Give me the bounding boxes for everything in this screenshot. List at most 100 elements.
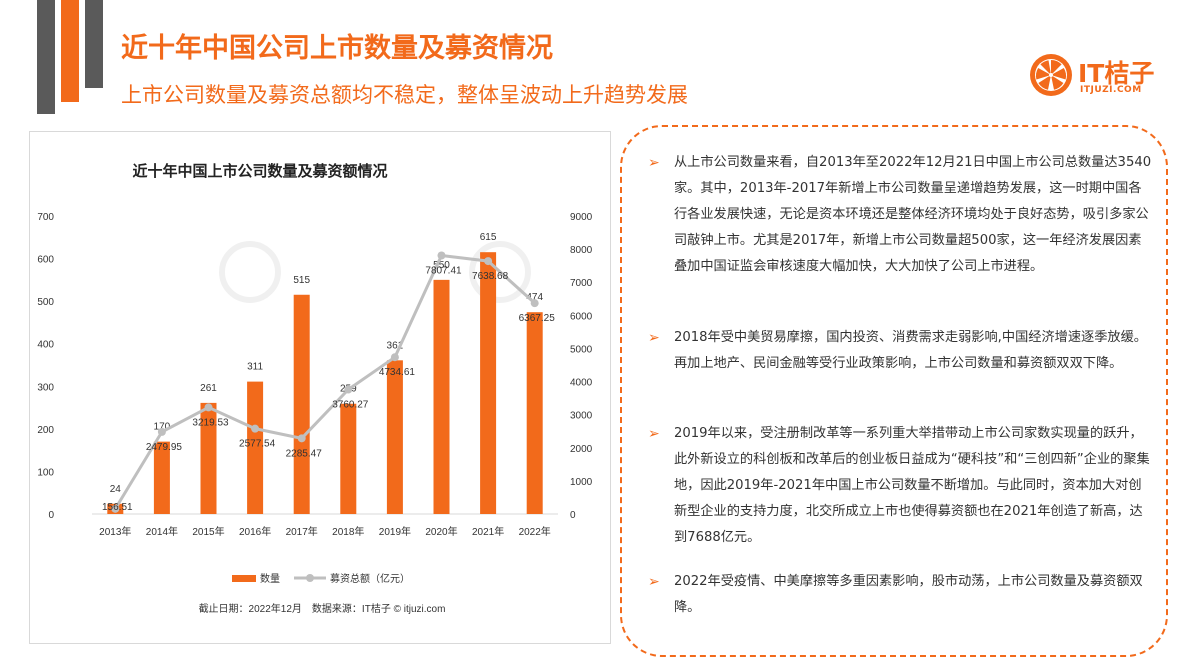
line-point bbox=[530, 299, 539, 308]
bullet-text: 2022年受疫情、中美摩擦等多重因素影响，股市动荡，上市公司数量及募资额双降。 bbox=[674, 574, 1143, 615]
bar-data-label: 311 bbox=[247, 362, 263, 373]
bar bbox=[153, 441, 170, 514]
y-right-tick-label: 5000 bbox=[570, 344, 593, 355]
bar-data-label: 615 bbox=[480, 232, 497, 243]
bar bbox=[247, 381, 264, 514]
page-subtitle: 上市公司数量及募资总额均不稳定，整体呈波动上升趋势发展 bbox=[121, 83, 688, 107]
chart-title: 近十年中国上市公司数量及募资额情况 bbox=[132, 162, 387, 180]
x-tick-label: 2022年 bbox=[519, 525, 551, 538]
logo-name: IT桔子 bbox=[1078, 59, 1155, 88]
line-point bbox=[251, 424, 260, 433]
x-tick-label: 2019年 bbox=[379, 525, 411, 538]
line-point bbox=[390, 353, 399, 362]
legend-swatch-marker bbox=[306, 574, 314, 582]
legend-label: 募资总额（亿元） bbox=[330, 572, 410, 585]
x-tick-label: 2015年 bbox=[192, 525, 224, 538]
bar bbox=[340, 403, 357, 514]
line-data-label: 2479.95 bbox=[146, 442, 183, 453]
arrow-icon: ➢ bbox=[648, 330, 660, 346]
bullet-item: ➢ 2019年以来，受注册制改革等一系列重大举措带动上市公司家数实现量的跃升，此… bbox=[648, 421, 1153, 551]
bar-data-label: 170 bbox=[154, 422, 171, 433]
y-left-tick-label: 0 bbox=[48, 510, 54, 521]
arrow-icon: ➢ bbox=[648, 574, 660, 590]
line-data-label: 7807.41 bbox=[425, 265, 462, 276]
bar bbox=[200, 402, 217, 514]
y-left-tick-label: 300 bbox=[37, 382, 54, 393]
legend-label: 数量 bbox=[260, 572, 280, 585]
line-point bbox=[157, 427, 166, 436]
bullet-item: ➢ 从上市公司数量来看，自2013年至2022年12月21日中国上市公司总数量达… bbox=[648, 150, 1153, 280]
header-decor-bar-2 bbox=[61, 0, 79, 102]
line-point bbox=[344, 385, 353, 394]
x-axis: 2013年 2014年 2015年 2016年 2017年 2018年 2019年 2020年… bbox=[99, 525, 551, 538]
x-tick-label: 2018年 bbox=[332, 525, 364, 538]
bullet-text: 从上市公司数量来看，自2013年至2022年12月21日中国上市公司总数量达35… bbox=[674, 155, 1152, 274]
y-right-axis: 0 1000 2000 3000 4000 5000 6000 7000 8000 9000 bbox=[570, 212, 593, 521]
y-right-tick-label: 1000 bbox=[570, 477, 593, 488]
y-right-tick-label: 8000 bbox=[570, 245, 593, 256]
itjuzi-logo: IT桔子 ITJUZI.COM bbox=[1028, 52, 1168, 100]
y-left-tick-label: 600 bbox=[37, 255, 54, 266]
bar-data-label: 361 bbox=[387, 340, 404, 351]
y-right-tick-label: 4000 bbox=[570, 378, 593, 389]
y-right-tick-label: 0 bbox=[570, 510, 576, 521]
line-data-label: 2577.54 bbox=[239, 439, 276, 450]
y-left-tick-label: 500 bbox=[37, 297, 54, 308]
x-tick-label: 2013年 bbox=[99, 525, 131, 538]
line-data-label: 156.51 bbox=[102, 502, 133, 513]
line-data-label: 6367.25 bbox=[519, 313, 556, 324]
bar-data-label: 24 bbox=[110, 484, 122, 495]
arrow-icon: ➢ bbox=[648, 155, 660, 171]
watermark bbox=[219, 241, 531, 303]
bar bbox=[386, 360, 403, 514]
source-note: 截止日期：2022年12月 数据来源：IT桔子 © itjuzi.com bbox=[199, 602, 446, 615]
analysis-panel: ➢ 从上市公司数量来看，自2013年至2022年12月21日中国上市公司总数量达… bbox=[620, 125, 1168, 657]
line-point bbox=[111, 504, 120, 513]
orange-slice-icon bbox=[1030, 54, 1072, 96]
y-right-tick-label: 2000 bbox=[570, 444, 593, 455]
line-point bbox=[484, 257, 493, 266]
page-title: 近十年中国公司上市数量及募资情况 bbox=[121, 33, 553, 64]
header-decor-bar-1 bbox=[37, 0, 55, 114]
line-data-label: 2285.47 bbox=[286, 448, 323, 459]
line-series bbox=[111, 251, 539, 513]
line-data-label: 4734.61 bbox=[379, 367, 416, 378]
y-right-tick-label: 6000 bbox=[570, 311, 593, 322]
y-left-tick-label: 200 bbox=[37, 425, 54, 436]
y-left-axis: 0 100 200 300 400 500 600 700 bbox=[37, 212, 54, 521]
bar bbox=[433, 279, 450, 514]
y-right-tick-label: 3000 bbox=[570, 411, 593, 422]
x-tick-label: 2020年 bbox=[425, 525, 457, 538]
bar bbox=[526, 312, 543, 514]
legend-swatch-bar bbox=[232, 575, 256, 582]
x-tick-label: 2014年 bbox=[146, 525, 178, 538]
bar-data-label: 261 bbox=[200, 383, 217, 394]
header-decor-bar-3 bbox=[85, 0, 103, 88]
bar-data-label: 550 bbox=[433, 260, 450, 271]
y-left-tick-label: 100 bbox=[37, 467, 54, 478]
chart-panel: 近十年中国上市公司数量及募资额情况 0 100 200 300 400 500 600 700… bbox=[29, 131, 611, 644]
line-point bbox=[204, 403, 213, 412]
series-line bbox=[114, 253, 536, 510]
y-left-tick-label: 400 bbox=[37, 340, 54, 351]
bar-series bbox=[107, 252, 543, 514]
line-data-label: 3219.53 bbox=[192, 417, 229, 428]
bullet-text: 2018年受中美贸易摩擦，国内投资、消费需求走弱影响,中国经济增速逐季放缓。再加… bbox=[674, 330, 1147, 371]
bar-data-label: 515 bbox=[293, 275, 310, 286]
line-data-label: 7638.68 bbox=[472, 271, 509, 282]
line-labels: 156.51 2479.95 3219.53 2577.54 2285.47 3760.2… bbox=[102, 265, 555, 513]
bullet-item: ➢ 2022年受疫情、中美摩擦等多重因素影响，股市动荡，上市公司数量及募资额双降… bbox=[648, 569, 1153, 621]
line-point bbox=[297, 434, 306, 443]
y-left-tick-label: 700 bbox=[37, 212, 54, 223]
line-data-label: 3760.27 bbox=[332, 399, 369, 410]
bar-data-label: 474 bbox=[526, 292, 543, 303]
line-point bbox=[437, 251, 446, 260]
bar bbox=[293, 294, 310, 514]
bullet-text: 2019年以来，受注册制改革等一系列重大举措带动上市公司家数实现量的跃升，此外新… bbox=[674, 426, 1150, 545]
bullet-item: ➢ 2018年受中美贸易摩擦，国内投资、消费需求走弱影响,中国经济增速逐季放缓。… bbox=[648, 325, 1153, 377]
x-tick-label: 2017年 bbox=[286, 525, 318, 538]
bar bbox=[480, 252, 497, 514]
combo-chart: 近十年中国上市公司数量及募资额情况 0 100 200 300 400 500 600 700… bbox=[37, 162, 593, 615]
logo-url: ITJUZI.COM bbox=[1080, 85, 1142, 95]
y-right-tick-label: 9000 bbox=[570, 212, 593, 223]
